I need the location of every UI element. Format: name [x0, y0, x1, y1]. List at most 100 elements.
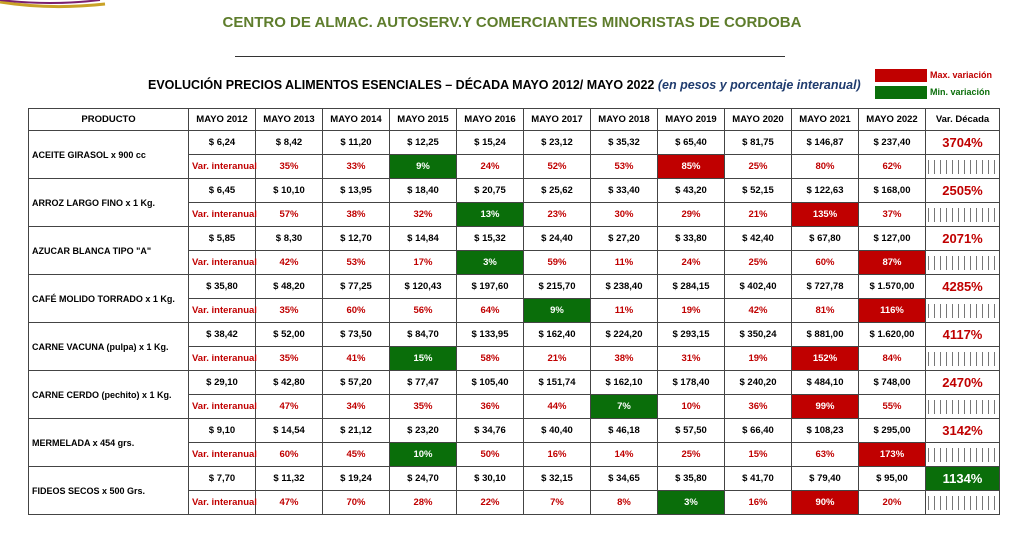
price-cell: $ 84,70: [389, 322, 457, 347]
variation-cell: 173%: [858, 442, 926, 467]
variation-cell: 19%: [724, 346, 792, 371]
column-header: MAYO 2012: [188, 108, 256, 131]
price-row: ACEITE GIRASOL x 900 cc $ 6,24 $ 8,42 $ 11,…: [28, 130, 1000, 179]
subtitle: EVOLUCIÓN PRECIOS ALIMENTOS ESENCIALES –…: [148, 78, 861, 92]
decade-bars: [925, 442, 1000, 467]
price-cell: $ 8,42: [255, 130, 323, 155]
variation-cell: 25%: [724, 250, 792, 275]
price-cell: $ 35,80: [188, 274, 256, 299]
price-cell: $ 52,15: [724, 178, 792, 203]
variation-cell: 21%: [523, 346, 591, 371]
price-cell: $ 66,40: [724, 418, 792, 443]
variation-cell: 17%: [389, 250, 457, 275]
variation-cell: 8%: [590, 490, 658, 515]
bar-pattern: [928, 303, 997, 318]
price-row: MERMELADA x 454 grs. $ 9,10 $ 14,54 $ 21,12…: [28, 418, 1000, 467]
price-cell: $ 79,40: [791, 466, 859, 491]
variation-row: Var. interanual 60% 45% 10% 50% 16% 14% 25% 15% 6…: [29, 442, 1000, 467]
column-header: MAYO 2013: [255, 108, 323, 131]
price-cell: $ 146,87: [791, 130, 859, 155]
variation-label: Var. interanual: [188, 490, 257, 515]
variation-cell: 53%: [590, 154, 658, 179]
variation-cell: 38%: [322, 202, 390, 227]
bar-pattern: [928, 399, 997, 414]
variation-label: Var. interanual: [188, 442, 257, 467]
price-cell: $ 14,54: [255, 418, 323, 443]
variation-cell: 152%: [791, 346, 859, 371]
variation-cell: 44%: [523, 394, 591, 419]
price-cell: $ 11,20: [322, 130, 390, 155]
price-cell: $ 15,24: [456, 130, 524, 155]
price-cell: $ 133,95: [456, 322, 524, 347]
variation-label: Var. interanual: [188, 250, 257, 275]
price-cell: $ 48,20: [255, 274, 323, 299]
variation-cell: 11%: [590, 250, 658, 275]
variation-cell: 24%: [657, 250, 725, 275]
price-row: CAFÉ MOLIDO TORRADO x 1 Kg. $ 35,80 $ 48,2…: [28, 274, 1000, 323]
decade-variation: 1134%: [925, 466, 1000, 491]
column-header: PRODUCTO: [28, 108, 189, 131]
price-cell: $ 65,40: [657, 130, 725, 155]
price-cell: $ 105,40: [456, 370, 524, 395]
header-row: PRODUCTO MAYO 2012 MAYO 2013 MAYO 2014 MAYO …: [28, 108, 1000, 131]
column-header: MAYO 2021: [791, 108, 859, 131]
variation-cell: 19%: [657, 298, 725, 323]
variation-cell: 35%: [255, 154, 323, 179]
price-cell: $ 24,40: [523, 226, 591, 251]
price-cell: $ 14,84: [389, 226, 457, 251]
price-cell: $ 178,40: [657, 370, 725, 395]
bar-pattern: [928, 351, 997, 366]
variation-cell: 42%: [255, 250, 323, 275]
price-cell: $ 108,23: [791, 418, 859, 443]
variation-cell: 59%: [523, 250, 591, 275]
decade-bars: [925, 250, 1000, 275]
price-cell: $ 20,75: [456, 178, 524, 203]
variation-cell: 3%: [657, 490, 725, 515]
decade-variation: 2071%: [925, 226, 1000, 251]
variation-cell: 50%: [456, 442, 524, 467]
subtitle-note: (en pesos y porcentaje interanual): [657, 78, 861, 92]
column-header: MAYO 2018: [590, 108, 658, 131]
price-cell: $ 1.570,00: [858, 274, 926, 299]
column-header: MAYO 2017: [523, 108, 591, 131]
variation-cell: 60%: [255, 442, 323, 467]
variation-cell: 37%: [858, 202, 926, 227]
decade-bars: [925, 202, 1000, 227]
variation-cell: 25%: [657, 442, 725, 467]
price-cell: $ 95,00: [858, 466, 926, 491]
column-header: MAYO 2016: [456, 108, 524, 131]
variation-cell: 23%: [523, 202, 591, 227]
price-cell: $ 6,24: [188, 130, 256, 155]
column-header: MAYO 2020: [724, 108, 792, 131]
price-cell: $ 162,10: [590, 370, 658, 395]
logo-swoosh: [0, 0, 106, 9]
variation-cell: 58%: [456, 346, 524, 371]
price-cell: $ 127,00: [858, 226, 926, 251]
price-cell: $ 237,40: [858, 130, 926, 155]
price-cell: $ 77,47: [389, 370, 457, 395]
price-row: AZUCAR BLANCA TIPO "A" $ 5,85 $ 8,30 $ 12,7…: [28, 226, 1000, 275]
price-cell: $ 284,15: [657, 274, 725, 299]
variation-cell: 85%: [657, 154, 725, 179]
variation-cell: 21%: [724, 202, 792, 227]
product-name: CARNE CERDO (pechito) x 1 Kg.: [28, 370, 189, 419]
variation-cell: 16%: [724, 490, 792, 515]
variation-label: Var. interanual: [188, 346, 257, 371]
price-cell: $ 23,20: [389, 418, 457, 443]
variation-row: Var. interanual 57% 38% 32% 13% 23% 30% 29% 21% 1…: [29, 202, 1000, 227]
variation-label: Var. interanual: [188, 298, 257, 323]
price-row: CARNE VACUNA (pulpa) x 1 Kg. $ 38,42 $ 52,…: [28, 322, 1000, 371]
decade-variation: 2470%: [925, 370, 1000, 395]
price-cell: $ 484,10: [791, 370, 859, 395]
variation-cell: 80%: [791, 154, 859, 179]
variation-cell: 9%: [523, 298, 591, 323]
variation-label: Var. interanual: [188, 394, 257, 419]
variation-row: Var. interanual 47% 70% 28% 22% 7% 8% 3% 16% 90% 2…: [29, 490, 1000, 515]
price-cell: $ 151,74: [523, 370, 591, 395]
variation-cell: 53%: [322, 250, 390, 275]
price-cell: $ 21,12: [322, 418, 390, 443]
price-cell: $ 43,20: [657, 178, 725, 203]
variation-label: Var. interanual: [188, 154, 257, 179]
variation-cell: 7%: [523, 490, 591, 515]
bar-pattern: [928, 495, 997, 510]
